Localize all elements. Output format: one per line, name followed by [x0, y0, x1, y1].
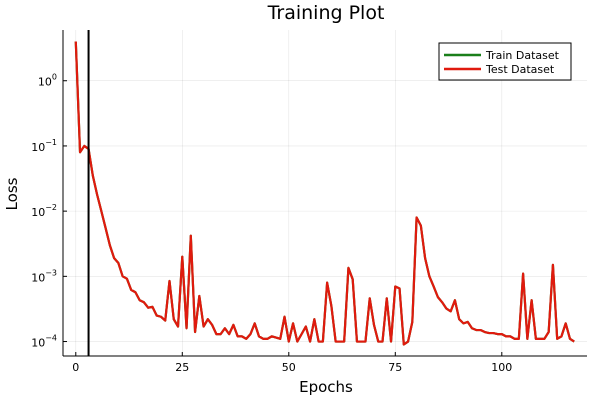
y-tick-labels: 10−4 10−3 10−2 10−1 100 — [31, 73, 57, 350]
legend-box — [438, 42, 572, 81]
grid-layer — [63, 30, 587, 356]
x-tick-label: 50 — [282, 361, 296, 374]
chart-title: Training Plot — [267, 2, 385, 24]
y-tick-label: 100 — [38, 73, 57, 89]
legend-label-train: Train Dataset — [485, 49, 560, 62]
y-tick-label: 10−3 — [31, 268, 57, 284]
legend: Train Dataset Test Dataset — [438, 42, 572, 81]
y-tick-label: 10−1 — [31, 138, 57, 154]
x-tick-label: 25 — [175, 361, 189, 374]
x-tick-label: 0 — [72, 361, 79, 374]
series-layer — [74, 41, 575, 346]
x-tick-label: 100 — [491, 361, 512, 374]
axes-layer — [62, 30, 587, 357]
legend-label-test: Test Dataset — [485, 63, 555, 76]
y-tick-label: 10−2 — [31, 203, 57, 219]
series-line-test-dataset — [74, 41, 575, 346]
x-tick-label: 75 — [388, 361, 402, 374]
y-axis-title: Loss — [3, 177, 21, 210]
x-tick-labels: 0 25 50 75 100 — [72, 361, 512, 374]
y-tick-label: 10−4 — [31, 334, 57, 350]
x-axis-title: Epochs — [299, 378, 353, 396]
